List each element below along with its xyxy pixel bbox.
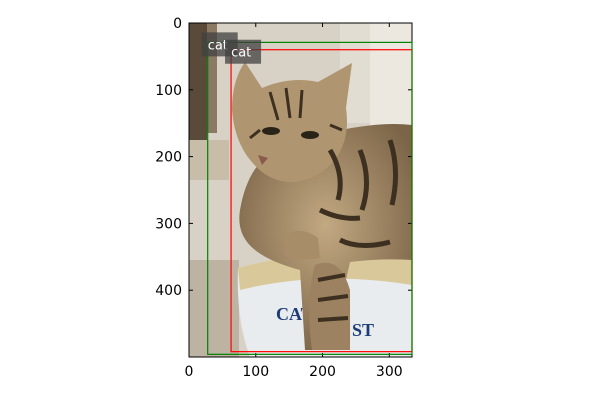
x-tick-label: 300 [376,364,403,380]
y-tick-label: 0 [173,16,182,32]
detection-label-bg [225,39,262,64]
y-axis: 0 100 200 300 400 [155,16,412,299]
y-tick-label: 100 [155,83,182,99]
x-tick-label: 0 [185,364,194,380]
x-axis: 0 100 200 300 [185,23,403,380]
bag-text-st: ST [352,320,374,340]
cat-photo: CAT'S ST [189,23,412,357]
x-tick-label: 100 [242,364,269,380]
y-tick-label: 300 [155,216,182,232]
detection-label: cat [208,38,228,53]
x-tick-label: 200 [309,364,336,380]
y-tick-label: 200 [155,150,182,166]
y-tick-label: 400 [155,283,182,299]
detection-box [207,41,413,355]
detections: cat cat [201,32,413,355]
detection-label: cat [231,46,251,61]
